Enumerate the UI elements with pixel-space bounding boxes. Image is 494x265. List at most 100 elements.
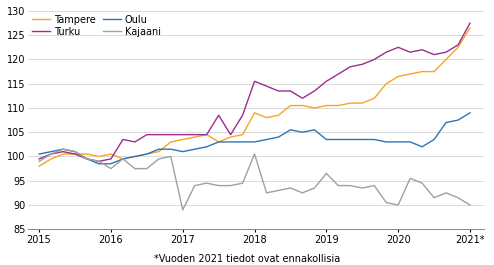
Turku [467,21,473,25]
Turku [96,160,102,163]
Tampere [132,155,138,158]
Oulu [216,140,222,144]
Turku [251,80,257,83]
Oulu [132,155,138,158]
Turku [144,133,150,136]
Oulu [156,148,162,151]
Turku [72,152,78,156]
Tampere [156,150,162,153]
Kajaani [347,184,353,187]
Turku [455,43,461,46]
Oulu [335,138,341,141]
Oulu [240,140,246,144]
Oulu [467,111,473,114]
Tampere [299,104,305,107]
Oulu [324,138,329,141]
Oulu [48,150,54,153]
Tampere [324,104,329,107]
Tampere [264,116,270,119]
Oulu [455,118,461,122]
Oulu [60,148,66,151]
Kajaani [264,191,270,195]
Kajaani [216,184,222,187]
Tampere [120,157,126,161]
Tampere [455,46,461,49]
Kajaani [144,167,150,170]
Turku [443,51,449,54]
Oulu [144,152,150,156]
Tampere [467,26,473,29]
Turku [419,48,425,51]
Kajaani [467,204,473,207]
Oulu [84,157,90,161]
Kajaani [251,152,257,156]
Oulu [120,157,126,161]
Kajaani [84,157,90,161]
Oulu [72,150,78,153]
Oulu [288,128,293,131]
Kajaani [407,177,413,180]
Kajaani [180,208,186,211]
Oulu [383,140,389,144]
Turku [48,152,54,156]
Kajaani [120,157,126,161]
Tampere [36,165,42,168]
Tampere [240,133,246,136]
Kajaani [156,157,162,161]
Turku [228,133,234,136]
Oulu [371,138,377,141]
Turku [108,157,114,161]
Kajaani [192,184,198,187]
Turku [395,46,401,49]
Kajaani [419,182,425,185]
Oulu [395,140,401,144]
Oulu [192,148,198,151]
Tampere [335,104,341,107]
Tampere [276,114,282,117]
Oulu [431,138,437,141]
Oulu [251,140,257,144]
Kajaani [228,184,234,187]
Kajaani [311,186,317,189]
Kajaani [383,201,389,204]
Turku [407,51,413,54]
Turku [299,97,305,100]
Tampere [144,152,150,156]
Turku [168,133,174,136]
Line: Turku: Turku [39,23,470,161]
Oulu [443,121,449,124]
Turku [276,89,282,92]
Turku [288,89,293,92]
Kajaani [288,186,293,189]
Turku [132,140,138,144]
Tampere [192,135,198,139]
Legend: Tampere, Turku, Oulu, Kajaani: Tampere, Turku, Oulu, Kajaani [31,14,162,38]
Tampere [84,152,90,156]
Kajaani [395,204,401,207]
Tampere [419,70,425,73]
Tampere [251,111,257,114]
Oulu [204,145,209,148]
Turku [204,133,209,136]
Tampere [288,104,293,107]
Kajaani [324,172,329,175]
Tampere [72,152,78,156]
Kajaani [132,167,138,170]
Tampere [311,106,317,109]
Kajaani [276,189,282,192]
Kajaani [204,182,209,185]
Turku [60,150,66,153]
Tampere [383,82,389,85]
Oulu [311,128,317,131]
Tampere [347,101,353,105]
Kajaani [48,152,54,156]
Oulu [407,140,413,144]
Kajaani [431,196,437,199]
Tampere [371,97,377,100]
Tampere [180,138,186,141]
Oulu [108,162,114,165]
Oulu [180,150,186,153]
Kajaani [72,150,78,153]
Tampere [359,101,365,105]
Oulu [419,145,425,148]
